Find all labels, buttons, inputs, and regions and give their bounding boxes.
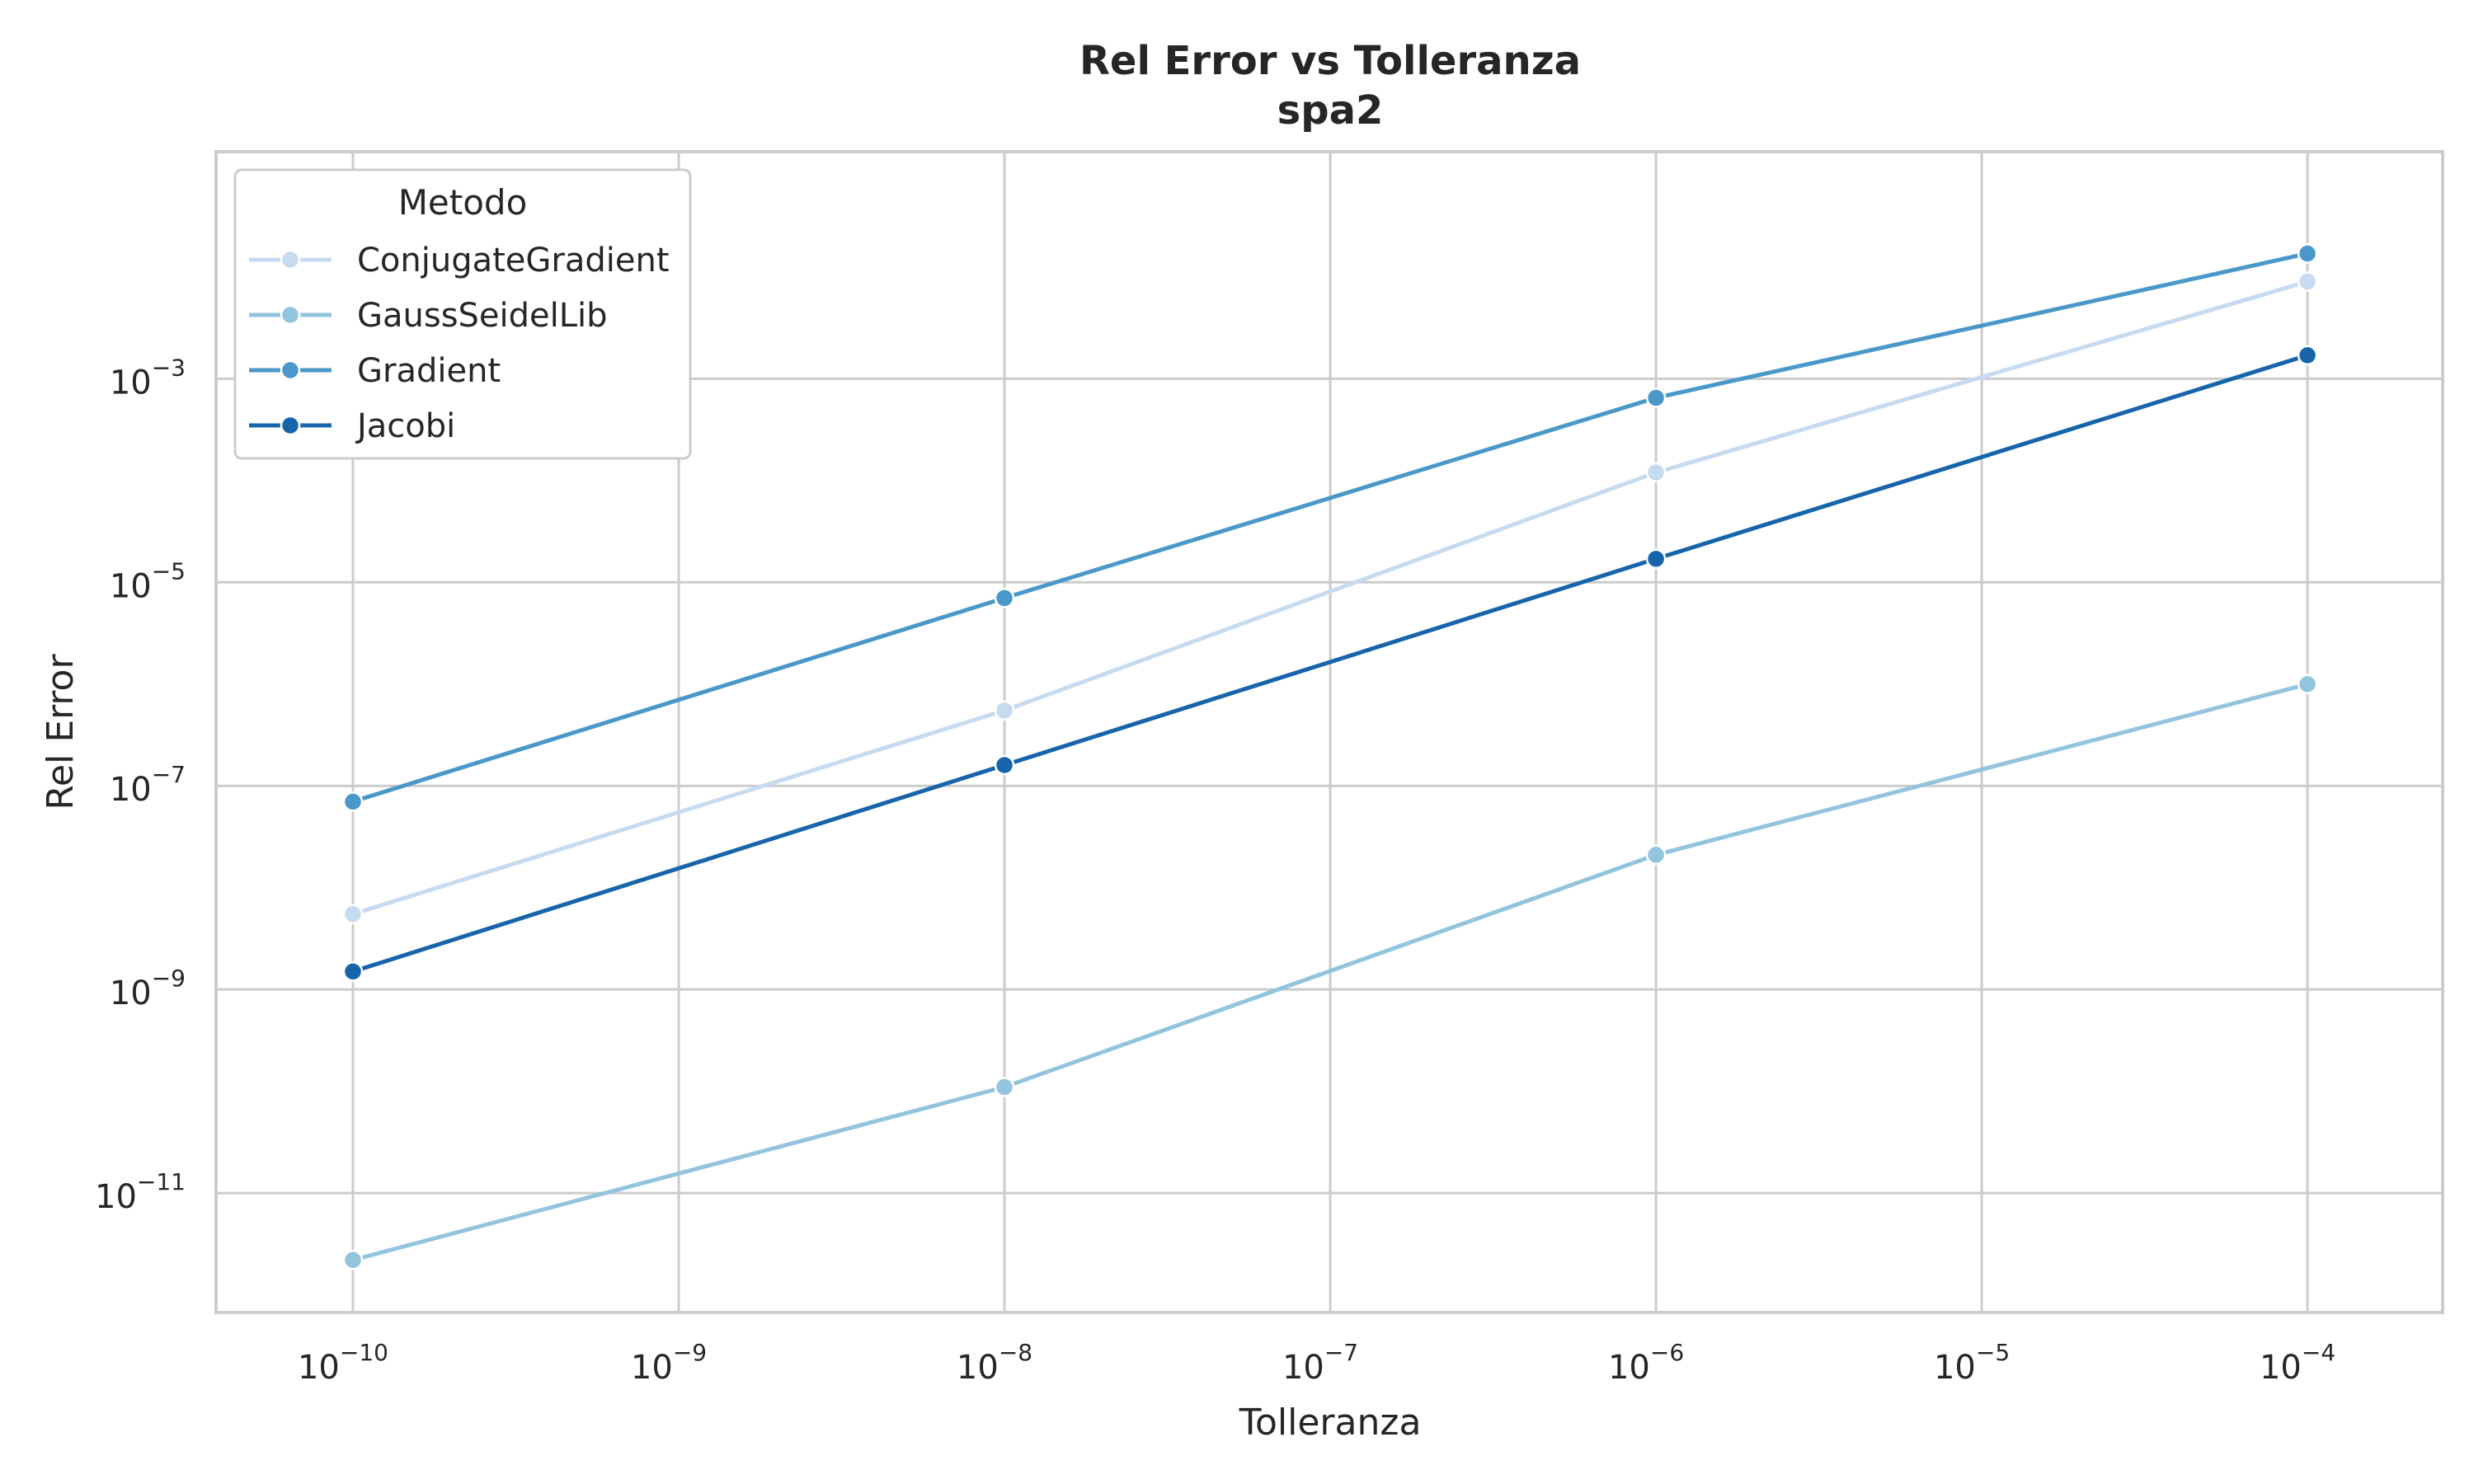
y-tick-label: 10−11 [95, 1168, 186, 1216]
data-point [1645, 462, 1667, 483]
data-point [342, 791, 364, 812]
legend-box [233, 168, 692, 460]
legend-label: Jacobi [355, 407, 455, 445]
data-point [994, 1077, 1015, 1097]
legend-items: ConjugateGradient GaussSeidelLib Gradient J… [249, 242, 670, 445]
legend-item: GaussSeidelLib [249, 297, 608, 335]
legend-item: Gradient [249, 352, 501, 390]
x-tick-label: 10−6 [1608, 1339, 1684, 1387]
chart-title: Rel Error vs Tolleranza [1079, 38, 1581, 84]
data-point [1645, 844, 1667, 866]
data-point [994, 700, 1015, 721]
data-point [342, 961, 364, 982]
y-axis-label: Rel Error [40, 654, 82, 810]
legend-item: ConjugateGradient [249, 242, 670, 279]
data-point [994, 754, 1015, 776]
legend-label: GaussSeidelLib [357, 297, 608, 335]
series-line [352, 353, 2308, 974]
series-line [352, 279, 2308, 917]
y-tick-label: 10−5 [110, 557, 186, 605]
legend-label: Gradient [357, 352, 501, 390]
legend-swatch-marker [280, 249, 301, 270]
grid [216, 152, 2443, 1313]
legend-swatch-marker [280, 415, 301, 436]
data-point [342, 904, 364, 924]
legend: Metodo ConjugateGradient GaussSeidelLib Gr… [233, 168, 692, 460]
x-tick-label: 10−10 [298, 1339, 388, 1387]
x-tick-label: 10−7 [1282, 1339, 1358, 1387]
series-Jacobi [342, 345, 2318, 982]
y-tick-label: 10−3 [110, 354, 186, 402]
x-axis-label: Tolleranza [1239, 1402, 1422, 1444]
x-tick-label: 10−5 [1934, 1339, 2010, 1387]
data-point [2297, 345, 2318, 366]
y-tick-label: 10−9 [110, 965, 186, 1012]
series-line [352, 682, 2308, 1262]
x-tick-label: 10−4 [2260, 1339, 2335, 1387]
x-tick-label: 10−8 [957, 1339, 1032, 1387]
series-layer [342, 243, 2318, 1270]
legend-swatch-marker [280, 359, 301, 381]
legend-label: ConjugateGradient [357, 242, 670, 279]
data-point [994, 588, 1015, 608]
data-point [342, 1250, 364, 1270]
series-Gradient [342, 243, 2318, 812]
x-tick-label: 10−9 [631, 1339, 707, 1387]
legend-item: Jacobi [249, 407, 455, 445]
data-point [2297, 271, 2318, 292]
data-point [1645, 387, 1667, 408]
plot-frame [214, 150, 2444, 1314]
legend-swatch-marker [280, 304, 301, 326]
tick-labels: 10−10 10−9 10−8 10−7 10−6 10−5 10−4 10−11 10−9 10… [95, 354, 2335, 1387]
series-ConjugateGradient [342, 271, 2318, 924]
y-tick-label: 10−7 [110, 761, 186, 809]
series-line [352, 251, 2308, 804]
data-point [2297, 243, 2318, 264]
legend-title: Metodo [398, 182, 528, 223]
series-GaussSeidelLib [342, 674, 2318, 1270]
data-point [2297, 674, 2318, 695]
chart-subtitle: spa2 [1277, 87, 1384, 134]
data-point [1645, 548, 1667, 570]
